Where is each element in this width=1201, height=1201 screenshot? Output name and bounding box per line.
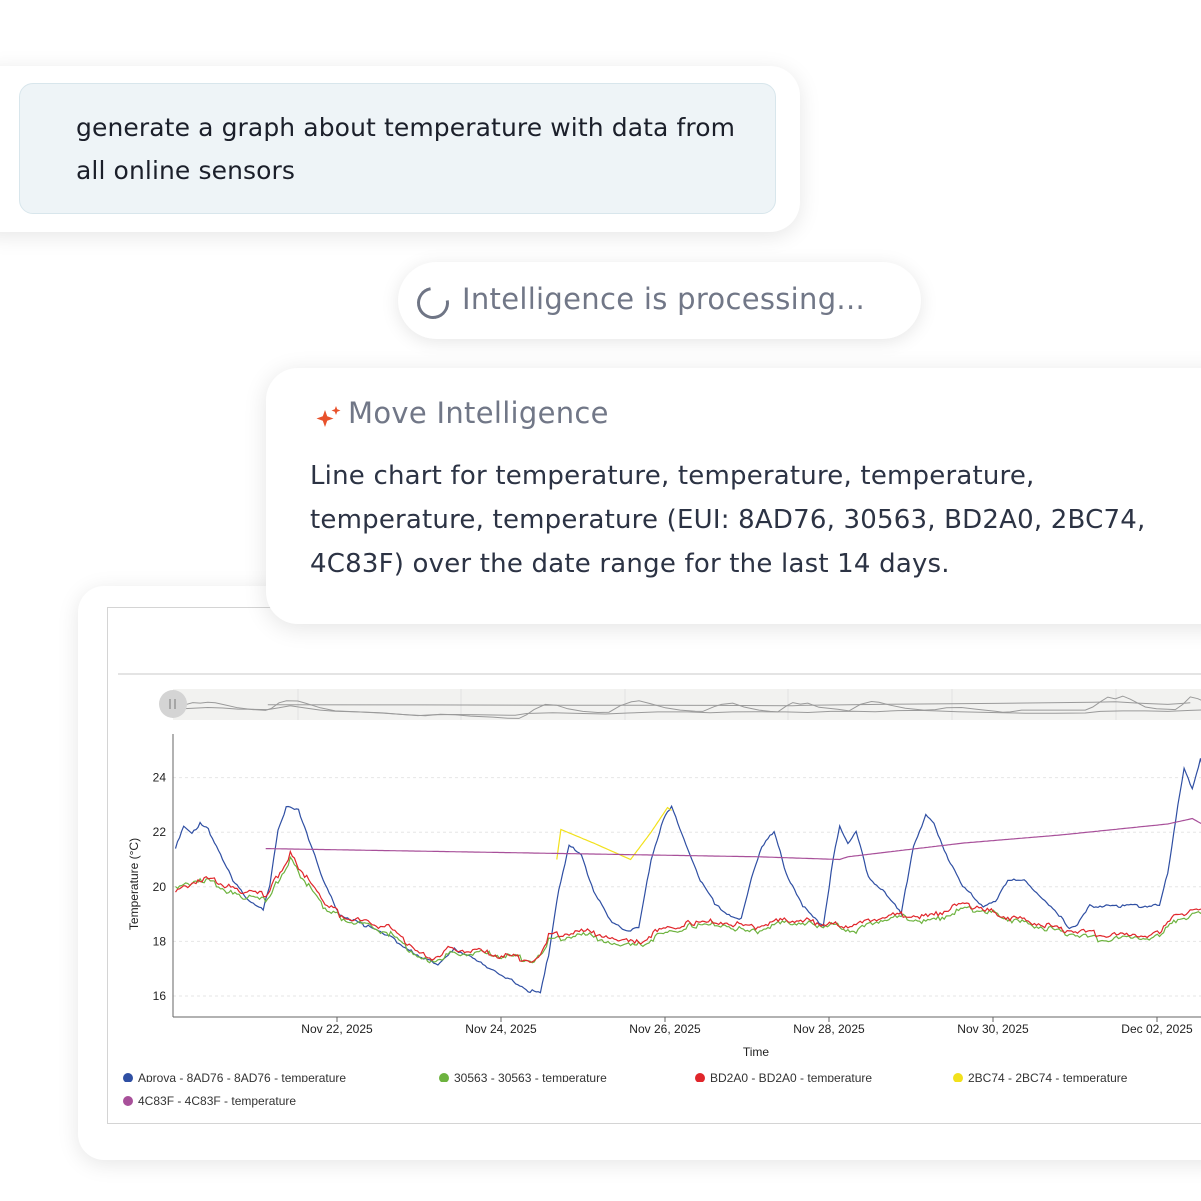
assistant-answer-card: Move Intelligence Line chart for tempera… [266, 368, 1201, 624]
x-tick-label: Nov 28, 2025 [793, 1022, 865, 1036]
processing-status-pill: Intelligence is processing... [398, 262, 921, 339]
y-tick-label: 24 [153, 771, 167, 785]
legend-marker[interactable] [695, 1073, 705, 1083]
assistant-answer-text: Line chart for temperature, temperature,… [310, 461, 1146, 579]
legend-marker[interactable] [953, 1073, 963, 1083]
chart-frame: 16 18 20 22 24 Nov 22, 2025 Nov 24, 2025 Nov 2… [107, 607, 1201, 1124]
temperature-line-chart[interactable]: 16 18 20 22 24 Nov 22, 2025 Nov 24, 2025 Nov 2… [108, 608, 1201, 1125]
series-line-1[interactable] [174, 758, 1201, 994]
legend-marker[interactable] [123, 1096, 133, 1106]
series-line-2[interactable] [175, 855, 1201, 964]
y-tick-label: 18 [153, 934, 167, 948]
assistant-name: Move Intelligence [348, 396, 609, 430]
legend-label[interactable]: 2BC74 - 2BC74 - temperature [968, 1071, 1128, 1085]
y-tick-label: 16 [153, 989, 167, 1003]
y-tick-label: 22 [153, 825, 167, 839]
y-tick-label: 20 [153, 880, 167, 894]
chart-card: 16 18 20 22 24 Nov 22, 2025 Nov 24, 2025 Nov 2… [78, 586, 1201, 1160]
x-axis-title: Time [743, 1045, 770, 1059]
x-tick-label: Nov 22, 2025 [301, 1022, 373, 1036]
sparkle-icon [316, 406, 341, 427]
legend-marker[interactable] [123, 1073, 133, 1083]
legend-label[interactable]: BD2A0 - BD2A0 - temperature [710, 1071, 872, 1085]
x-tick-label: Nov 24, 2025 [465, 1022, 537, 1036]
navigator-series-line [267, 701, 1191, 707]
user-prompt-card: generate a graph about temperature with … [0, 66, 800, 232]
chart-navigator[interactable] [159, 689, 1201, 720]
user-prompt-text: generate a graph about temperature with … [76, 113, 736, 185]
navigator-series-line [185, 705, 1201, 717]
user-prompt-bubble: generate a graph about temperature with … [19, 83, 776, 214]
x-tick-label: Dec 02, 2025 [1121, 1022, 1193, 1036]
x-tick-label: Nov 30, 2025 [957, 1022, 1029, 1036]
legend-label[interactable]: 4C83F - 4C83F - temperature [138, 1094, 296, 1108]
legend-label[interactable]: 30563 - 30563 - temperature [454, 1071, 607, 1085]
navigator-handle[interactable] [159, 690, 187, 718]
series-line-3[interactable] [175, 849, 1201, 964]
legend-marker[interactable] [439, 1073, 449, 1083]
x-tick-label: Nov 26, 2025 [629, 1022, 701, 1036]
series-line-4[interactable] [556, 806, 672, 861]
y-axis-title: Temperature (°C) [127, 838, 141, 930]
series-line-5[interactable] [265, 817, 1201, 861]
processing-status-text: Intelligence is processing... [462, 282, 865, 316]
legend-label[interactable]: Aprova - 8AD76 - 8AD76 - temperature [138, 1071, 346, 1085]
spinner-icon [410, 280, 456, 326]
